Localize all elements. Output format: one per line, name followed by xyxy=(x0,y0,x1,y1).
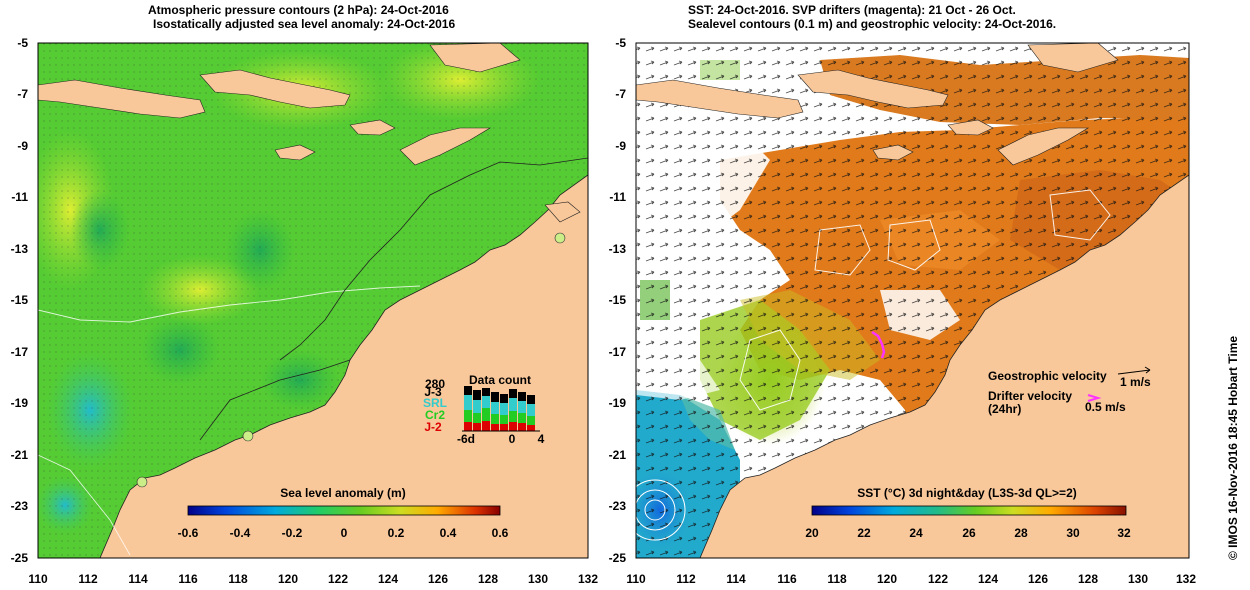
lat-tick: -19 xyxy=(609,396,627,410)
lon-tick: 132 xyxy=(578,572,598,586)
lon-tick: 116 xyxy=(178,572,198,586)
lon-tick: 124 xyxy=(378,572,398,586)
sat-label-j2: J-2 xyxy=(424,420,442,434)
sla-colorbar-ticks: -0.6 -0.4 -0.2 0 0.2 0.4 0.6 xyxy=(178,526,509,540)
left-lat-axis: -5 -7 -9 -11 -13 -15 -17 -19 -21 -23 -25 xyxy=(11,36,29,565)
data-count-title: Data count xyxy=(469,373,531,387)
lon-tick: 116 xyxy=(777,572,797,586)
drifter-label: Drifter velocity xyxy=(988,389,1072,403)
sat-label-j3: J-3 xyxy=(424,385,442,399)
left-lon-axis: 110 112 114 116 118 120 122 124 126 128 … xyxy=(28,572,598,586)
lon-tick: 132 xyxy=(1176,572,1196,586)
lon-tick: 120 xyxy=(877,572,897,586)
data-count-xtick: -6d xyxy=(457,432,475,446)
lon-tick: 112 xyxy=(78,572,98,586)
lat-tick: -25 xyxy=(609,551,627,565)
lon-tick: 110 xyxy=(626,572,646,586)
sst-tick: 30 xyxy=(1066,526,1080,540)
sat-label-srl: SRL xyxy=(423,396,447,410)
lat-tick: -11 xyxy=(11,190,28,204)
lat-tick: -21 xyxy=(609,448,627,462)
lon-tick: 122 xyxy=(328,572,348,586)
right-title-line1: SST: 24-Oct-2016. SVP drifters (magenta)… xyxy=(688,3,1016,17)
lon-tick: 112 xyxy=(676,572,696,586)
drifter-scale: 0.5 m/s xyxy=(1085,400,1126,414)
geostrophic-scale: 1 m/s xyxy=(1120,375,1151,389)
left-title-line2: Isostatically adjusted sea level anomaly… xyxy=(153,17,456,31)
lon-tick: 126 xyxy=(1028,572,1048,586)
sla-tick: 0.2 xyxy=(388,526,405,540)
left-title-line1: Atmospheric pressure contours (2 hPa): 2… xyxy=(148,3,449,17)
imos-stamp: © IMOS 16-Nov-2016 18:45 Hobart Time xyxy=(1226,335,1240,560)
sla-tick: -0.2 xyxy=(282,526,303,540)
right-lat-axis: -5 -7 -9 -11 -13 -15 -17 -19 -21 -23 -25 xyxy=(609,36,627,565)
right-lon-axis: 110 112 114 116 118 120 122 124 126 128 … xyxy=(626,572,1196,586)
lat-tick: -7 xyxy=(615,87,626,101)
sla-colorbar-title: Sea level anomaly (m) xyxy=(280,486,405,500)
lat-tick: -9 xyxy=(17,139,28,153)
lat-tick: -5 xyxy=(17,36,28,50)
sst-tick: 32 xyxy=(1117,526,1131,540)
geostrophic-label: Geostrophic velocity xyxy=(988,369,1107,383)
lon-tick: 130 xyxy=(1128,572,1148,586)
sst-tick: 28 xyxy=(1014,526,1028,540)
lat-tick: -7 xyxy=(17,87,28,101)
lat-tick: -9 xyxy=(615,139,626,153)
right-map xyxy=(636,43,1189,558)
sst-colorbar-ticks: 20 22 24 26 28 30 32 xyxy=(805,526,1131,540)
data-count-xtick: 4 xyxy=(538,432,545,446)
sst-tick: 20 xyxy=(805,526,819,540)
australia-land-right xyxy=(699,174,1189,558)
sst-colorbar xyxy=(811,505,1127,516)
lat-tick: -15 xyxy=(609,293,627,307)
data-count-xtick: 0 xyxy=(509,432,516,446)
sla-tick: 0.6 xyxy=(492,526,509,540)
lon-tick: 118 xyxy=(228,572,248,586)
lon-tick: 126 xyxy=(428,572,448,586)
lat-tick: -5 xyxy=(615,36,626,50)
sla-tick: -0.6 xyxy=(178,526,199,540)
sat-label-cr2: Cr2 xyxy=(425,408,445,422)
lat-tick: -13 xyxy=(609,242,627,256)
lat-tick: -25 xyxy=(11,551,29,565)
velocity-legend: Geostrophic velocity 1 m/s Drifter veloc… xyxy=(988,366,1151,416)
right-map-frame xyxy=(635,42,1190,559)
sla-tick: 0.4 xyxy=(440,526,457,540)
sst-tick: 24 xyxy=(909,526,923,540)
lat-tick: -11 xyxy=(609,190,626,204)
lat-tick: -23 xyxy=(11,499,29,513)
left-map-frame xyxy=(37,42,589,559)
lon-tick: 122 xyxy=(928,572,948,586)
left-map xyxy=(38,43,588,558)
sla-tick: 0 xyxy=(341,526,348,540)
sst-tick: 26 xyxy=(962,526,976,540)
lat-tick: -15 xyxy=(11,293,29,307)
lat-tick: -17 xyxy=(11,345,29,359)
lon-tick: 118 xyxy=(827,572,847,586)
lon-tick: 124 xyxy=(978,572,998,586)
lat-tick: -13 xyxy=(11,242,29,256)
lon-tick: 120 xyxy=(278,572,298,586)
lat-tick: -21 xyxy=(11,448,29,462)
sst-tick: 22 xyxy=(857,526,871,540)
sla-tick: -0.4 xyxy=(230,526,251,540)
drifter-label-24hr: (24hr) xyxy=(988,402,1021,416)
lon-tick: 128 xyxy=(478,572,498,586)
lon-tick: 130 xyxy=(528,572,548,586)
lon-tick: 114 xyxy=(128,572,148,586)
sst-colorbar-title: SST (°C) 3d night&day (L3S-3d QL>=2) xyxy=(857,486,1077,500)
sla-colorbar xyxy=(187,505,501,516)
right-title-line2: Sealevel contours (0.1 m) and geostrophi… xyxy=(688,17,1057,31)
lon-tick: 114 xyxy=(726,572,746,586)
lon-tick: 110 xyxy=(28,572,48,586)
lat-tick: -23 xyxy=(609,499,627,513)
data-count-inset: Data count 280 J-3 SRL Cr2 J-2 xyxy=(418,370,548,446)
drifter-arrow-icon xyxy=(1087,394,1102,402)
drifter-track xyxy=(871,330,886,359)
lat-tick: -17 xyxy=(609,345,627,359)
lat-tick: -19 xyxy=(11,396,29,410)
lon-tick: 128 xyxy=(1078,572,1098,586)
data-count-max: 280 xyxy=(425,377,445,391)
